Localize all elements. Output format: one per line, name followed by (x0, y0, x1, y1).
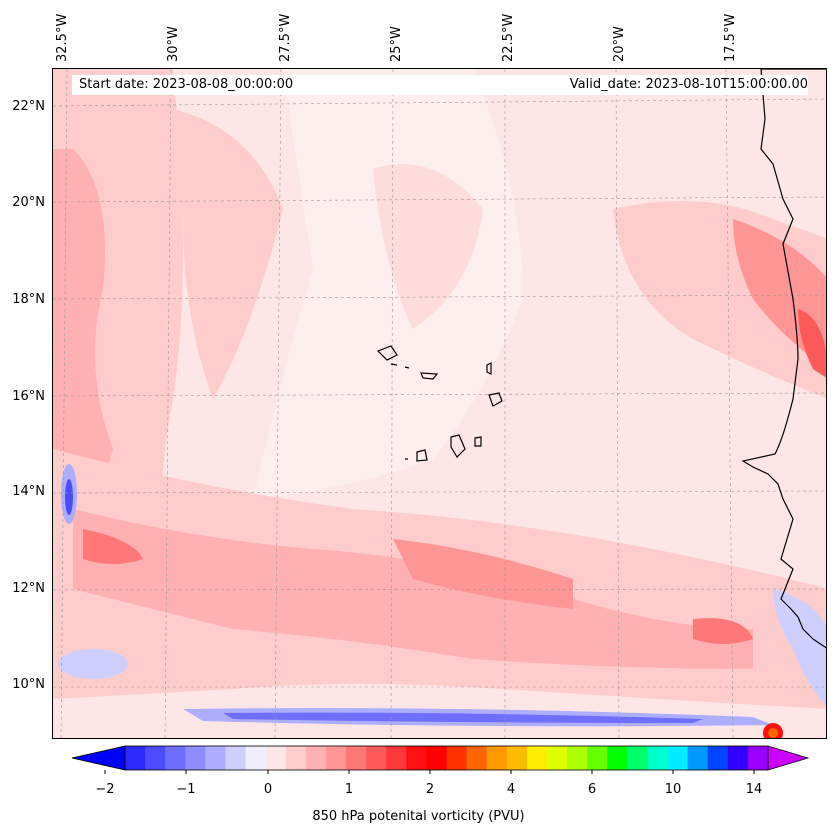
pv-contour-map (53, 69, 826, 738)
pv-band-south-inner (73, 509, 753, 669)
colorbar-tick-label: 6 (587, 782, 597, 797)
valid-date-text: Valid_date: 2023-08-10T15:00:00.00 (569, 77, 808, 92)
colorbar-cell (366, 746, 387, 770)
colorbar-extend-max (767, 745, 810, 771)
lat-tick-label: 12°N (12, 581, 45, 596)
colorbar-cell (225, 746, 247, 770)
colorbar-cell (325, 746, 347, 770)
colorbar-cell (486, 746, 508, 770)
colorbar-tick-label: 14 (745, 782, 763, 797)
colorbar-cell (386, 746, 407, 770)
colorbar-cell (285, 746, 307, 770)
colorbar-cell (245, 746, 267, 770)
colorbar-cell (446, 746, 468, 770)
colorbar-cell (265, 746, 287, 770)
colorbar-cell (406, 746, 427, 770)
colorbar-tick-label: −1 (176, 782, 196, 797)
colorbar-label: 850 hPa potenital vorticity (PVU) (312, 809, 525, 824)
colorbar-cell (587, 746, 608, 770)
lat-tick-label: 14°N (12, 484, 45, 499)
african-coastline (741, 69, 826, 649)
colorbar-cell (346, 746, 367, 770)
colorbar-cell (305, 746, 327, 770)
colorbar-cell (667, 746, 689, 770)
pv-region-upper-mid (173, 109, 283, 399)
pv-high-spot-se-core (768, 728, 778, 738)
colorbar-cell (546, 746, 568, 770)
map-panel (52, 68, 827, 739)
colorbar-cell (526, 746, 548, 770)
pv-low-region (253, 69, 523, 499)
pv-region-center (373, 164, 483, 329)
colorbar-cell (727, 746, 749, 770)
pv-negative-spot-west-core (65, 479, 73, 515)
map-graticule (53, 69, 826, 738)
colorbar-cell (747, 746, 769, 770)
pv-negative-band-core (223, 712, 703, 723)
pv-spot-sw (83, 529, 143, 564)
colorbar-cell (426, 746, 447, 770)
colorbar-cell (185, 746, 206, 770)
colorbar-cell (205, 746, 226, 770)
colorbar-cell (506, 746, 528, 770)
pv-negative-patch-sw (58, 649, 128, 679)
colorbar-tick-label: 2 (425, 782, 435, 797)
colorbar-cell (125, 746, 146, 770)
colorbar-border (124, 745, 769, 771)
colorbar-cell (687, 746, 709, 770)
lat-tick-label: 20°N (12, 195, 45, 210)
lat-tick-label: 10°N (12, 677, 45, 692)
pv-band-south-core (393, 539, 573, 609)
lat-tick-label: 22°N (12, 99, 45, 114)
colorbar-cell (145, 746, 166, 770)
colorbar-cell (647, 746, 669, 770)
colorbar-extend-min (71, 745, 126, 771)
colorbar-cell (466, 746, 488, 770)
start-date-text: Start date: 2023-08-08_00:00:00 (79, 77, 294, 92)
pv-spot-se (693, 618, 753, 644)
pv-negative-patch-coast (773, 589, 826, 707)
colorbar-cell (165, 746, 186, 770)
colorbar-tick-label: −2 (95, 782, 115, 797)
colorbar-tick-label: 0 (263, 782, 273, 797)
colorbar-cell (707, 746, 729, 770)
date-annotation-box (72, 75, 808, 95)
lat-tick-label: 18°N (12, 292, 45, 307)
colorbar-cell (567, 746, 588, 770)
lat-tick-label: 16°N (12, 389, 45, 404)
colorbar-cell (627, 746, 648, 770)
cape-verde-islands (376, 345, 503, 462)
colorbar-cell (607, 746, 628, 770)
colorbar-tick-label: 10 (664, 782, 682, 797)
colorbar-tick-label: 1 (344, 782, 354, 797)
colorbar-tick-label: 4 (506, 782, 516, 797)
pv-region-right-core (798, 309, 826, 378)
